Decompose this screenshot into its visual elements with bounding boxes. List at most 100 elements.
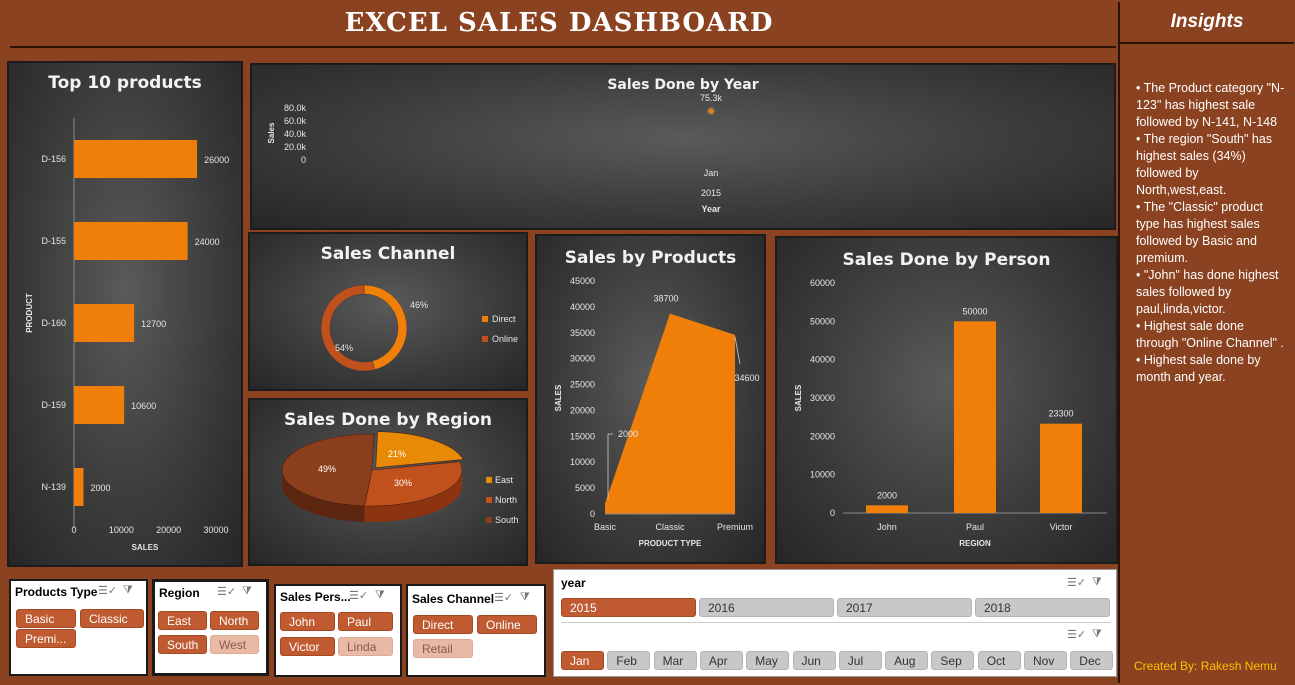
insight-item: • "John" has done highest sales followed… — [1136, 268, 1279, 316]
bar — [74, 304, 135, 342]
pie-slice — [281, 433, 375, 507]
person-title: Sales Done by Person — [842, 250, 1051, 270]
clear-filter-icon[interactable]: ⧩ — [520, 591, 530, 603]
area-shape — [605, 313, 735, 514]
slicer-sales-person: Sales Pers... ☰✓ ⧩ John Paul Victor Lind… — [274, 584, 402, 677]
x-group-label: 2015 — [701, 188, 721, 198]
y-tick-label: D-155 — [41, 236, 66, 246]
bar — [74, 140, 198, 178]
legend-label: North — [495, 495, 517, 505]
data-label: 75.3k — [700, 93, 723, 103]
legend-label: East — [495, 475, 514, 485]
x-tick-label: Classic — [655, 522, 685, 532]
slicer-button-linda[interactable]: Linda — [338, 637, 393, 656]
legend-swatch — [482, 316, 488, 322]
year-slicer-title: year — [561, 576, 586, 590]
month-button-aug[interactable]: Aug — [885, 651, 929, 670]
y-tick-label: 40000 — [810, 355, 835, 365]
slicer-button-direct[interactable]: Direct — [413, 615, 473, 634]
slicer-button-west[interactable]: West — [210, 635, 259, 654]
insights-heading: Insights — [1120, 2, 1294, 44]
multiselect-icon[interactable]: ☰✓ — [1067, 629, 1087, 641]
x-tick-label: Paul — [966, 522, 984, 532]
leader-line — [734, 336, 741, 365]
clear-filter-icon[interactable]: ⧩ — [242, 585, 252, 597]
region-chart: 21% 30% 49% East North South — [281, 431, 519, 525]
title-underline — [10, 46, 1116, 48]
person-panel: Sales Done by Person 0 10000 20000 30000 400… — [775, 236, 1118, 564]
data-label: 30% — [394, 478, 412, 488]
year-button-2016[interactable]: 2016 — [699, 598, 834, 617]
x-tick-label: 30000 — [203, 525, 228, 535]
month-button-row: Jan Feb Mar Apr May Jun Jul Aug Sep Oct Nov Dec — [561, 651, 1117, 671]
multiselect-icon[interactable]: ☰✓ — [98, 585, 118, 597]
y-axis-title: SALES — [794, 384, 803, 411]
year-title: Sales Done by Year — [607, 77, 759, 93]
slicer-button-victor[interactable]: Victor — [280, 637, 335, 656]
legend-label: South — [495, 515, 519, 525]
multiselect-icon[interactable]: ☰✓ — [494, 592, 514, 604]
multiselect-icon[interactable]: ☰✓ — [349, 590, 369, 602]
y-axis-title: PRODUCT — [25, 293, 34, 333]
year-button-2015[interactable]: 2015 — [561, 598, 696, 617]
month-button-jun[interactable]: Jun — [792, 651, 836, 670]
year-button-2018[interactable]: 2018 — [975, 598, 1110, 617]
insight-item: • Highest sale done through "Online Chan… — [1136, 319, 1284, 350]
slicer-sales-channel: Sales Channel ☰✓ ⧩ Direct Online Retail — [406, 584, 546, 677]
y-tick-label: D-160 — [41, 318, 66, 328]
insight-item: • The "Classic" product type has highest… — [1136, 200, 1263, 265]
clear-filter-icon[interactable]: ⧩ — [123, 584, 133, 596]
y-axis-title: Sales — [267, 122, 276, 143]
month-button-oct[interactable]: Oct — [977, 651, 1021, 670]
data-label: 49% — [318, 464, 336, 474]
slicer-button-online[interactable]: Online — [477, 615, 537, 634]
legend-swatch — [482, 336, 488, 342]
data-label: 34600 — [734, 373, 759, 383]
slicer-button-south[interactable]: South — [158, 635, 207, 654]
y-tick-label: 40.0k — [284, 129, 307, 139]
slicer-timeline: year ☰✓ ⧩ 2015 2016 2017 2018 ☰✓ ⧩ Jan Fe… — [553, 569, 1117, 677]
clear-filter-icon[interactable]: ⧩ — [1092, 576, 1102, 588]
month-button-jul[interactable]: Jul — [838, 651, 882, 670]
multiselect-icon[interactable]: ☰✓ — [1067, 577, 1087, 589]
clear-filter-icon[interactable]: ⧩ — [375, 589, 385, 601]
bar — [74, 468, 84, 506]
top10-chart: D-156 26000 D-155 24000 D-160 12700 D-159 10600… — [25, 118, 229, 552]
year-button-2017[interactable]: 2017 — [837, 598, 972, 617]
y-tick-label: 30000 — [810, 393, 835, 403]
slicer-button-john[interactable]: John — [280, 612, 335, 631]
data-label: 24000 — [195, 237, 220, 247]
month-button-dec[interactable]: Dec — [1070, 651, 1114, 670]
month-button-may[interactable]: May — [746, 651, 790, 670]
products-chart: 0 5000 10000 15000 20000 25000 30000 35000 40000… — [554, 276, 760, 548]
slicer-button-north[interactable]: North — [210, 611, 259, 630]
y-tick-label: 0 — [830, 508, 835, 518]
slicer-button-basic[interactable]: Basic — [16, 609, 76, 628]
slicer-button-classic[interactable]: Classic — [80, 609, 144, 628]
month-button-nov[interactable]: Nov — [1024, 651, 1067, 670]
credit-text: Created By: Rakesh Nemu — [1134, 659, 1277, 673]
month-button-sep[interactable]: Sep — [931, 651, 975, 670]
y-tick-label: 20000 — [810, 431, 835, 441]
channel-title: Sales Channel — [320, 244, 456, 264]
slicer-region: Region ☰✓ ⧩ East North South West — [152, 579, 269, 676]
multiselect-icon[interactable]: ☰✓ — [217, 586, 237, 598]
slicer-button-east[interactable]: East — [158, 611, 207, 630]
data-point — [708, 108, 714, 114]
pie-side — [282, 470, 365, 522]
month-button-jan[interactable]: Jan — [561, 651, 604, 670]
month-button-apr[interactable]: Apr — [699, 651, 743, 670]
bar — [1040, 423, 1082, 513]
slicer-button-premium[interactable]: Premi... — [16, 629, 76, 648]
month-button-mar[interactable]: Mar — [653, 651, 697, 670]
data-label: 38700 — [653, 294, 678, 304]
slicer-button-retail[interactable]: Retail — [413, 639, 473, 658]
region-panel: Sales Done by Region 21% 30% 49% East North S… — [248, 398, 528, 566]
clear-filter-icon[interactable]: ⧩ — [1092, 628, 1102, 640]
data-label: 21% — [388, 449, 406, 459]
y-tick-label: 40000 — [570, 302, 595, 312]
slicer-button-paul[interactable]: Paul — [338, 612, 393, 631]
insight-item: • The region "South" has highest sales (… — [1136, 132, 1273, 197]
month-button-feb[interactable]: Feb — [607, 651, 651, 670]
data-label: 2000 — [618, 429, 638, 439]
